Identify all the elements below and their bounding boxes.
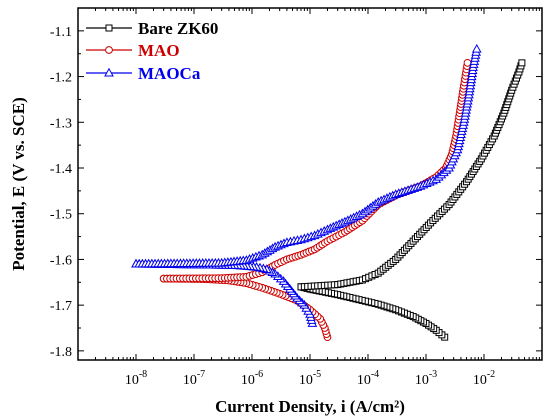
y-tick-label: -1.2	[50, 71, 72, 86]
x-tick-label: 10-7	[183, 369, 205, 388]
axes: 10-8 10-7 10-6 10-5 10-4 10-3 10-2 -1.1 -1.2 -1.3…	[9, 7, 543, 416]
legend-label: Bare ZK60	[138, 19, 218, 38]
data-point	[463, 58, 472, 67]
data-point	[518, 59, 526, 67]
x-tick-label: 10-2	[473, 369, 495, 388]
x-tick-label: 10-3	[415, 369, 437, 388]
legend-label: MAO	[138, 41, 180, 60]
y-tick-label: -1.3	[50, 116, 72, 131]
data-point	[471, 43, 482, 53]
y-tick-label: -1.1	[50, 25, 72, 40]
y-tick-label: -1.7	[50, 299, 72, 314]
x-tick-label: 10-4	[357, 369, 379, 388]
y-tick-label: -1.5	[50, 208, 72, 223]
anodic-line	[300, 62, 523, 288]
legend: Bare ZK60 MAO MAOCa	[86, 19, 218, 83]
x-tick-label: 10-5	[299, 369, 321, 388]
legend-marker	[105, 24, 113, 32]
legend-item-bare-zk60: Bare ZK60	[86, 19, 218, 38]
series-mao	[159, 58, 472, 342]
y-axis-title: Potential, E (V vs. SCE)	[9, 97, 28, 270]
x-axis-title: Current Density, i (A/cm²)	[215, 397, 405, 416]
legend-marker	[104, 67, 114, 77]
y-tick-label: -1.4	[50, 162, 72, 177]
series-maoca	[131, 43, 482, 327]
series-layer	[131, 43, 526, 342]
legend-item-mao: MAO	[86, 41, 180, 60]
legend-marker	[105, 46, 113, 54]
legend-item-maoca: MAOCa	[86, 64, 201, 83]
y-tick-label: -1.8	[50, 345, 72, 360]
series-bare-zk60	[297, 59, 526, 341]
y-tick-label: -1.6	[50, 253, 72, 268]
x-tick-label: 10-6	[241, 369, 263, 388]
x-tick-label: 10-8	[125, 369, 147, 388]
legend-label: MAOCa	[138, 64, 201, 83]
